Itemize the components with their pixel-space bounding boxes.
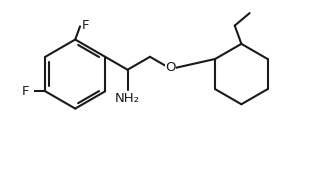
Text: F: F [82, 19, 90, 32]
Text: F: F [22, 85, 29, 98]
Text: NH₂: NH₂ [115, 92, 140, 105]
Text: O: O [165, 61, 176, 74]
